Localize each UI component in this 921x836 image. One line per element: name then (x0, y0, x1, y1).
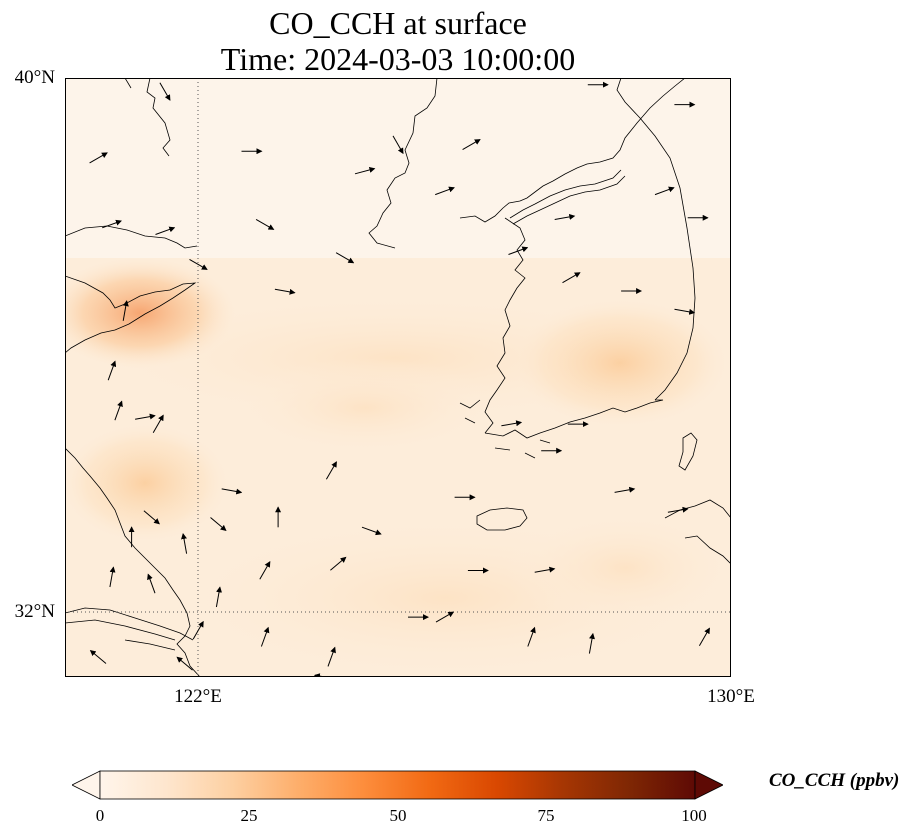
wind-vector-arrow (189, 258, 208, 270)
map-frame (65, 78, 731, 677)
wind-vector-arrow (327, 646, 336, 667)
colorbar-tick-0: 0 (95, 806, 105, 825)
colorbar-extend-max (694, 770, 723, 800)
wind-vector-arrow (534, 566, 556, 573)
colorbar (72, 770, 723, 800)
wind-vector-arrow (215, 586, 222, 608)
wind-vector-arrow (335, 252, 355, 264)
colorbar-tick-75: 75 (537, 806, 555, 825)
wind-vector-arrow (698, 627, 710, 646)
coastline-north-korea (459, 78, 686, 223)
wind-vector-arrow (114, 400, 123, 421)
coastline-korea-west (484, 217, 526, 434)
coastline-jeju (476, 507, 528, 531)
wind-vector-arrow (562, 272, 581, 284)
wind-vector-arrow (462, 139, 481, 151)
wind-vector-arrow (210, 517, 227, 532)
co-hotspot-korea (510, 298, 730, 428)
coastline-dmz-border (509, 169, 626, 225)
wind-vector-arrow (152, 414, 164, 433)
colorbar-label: CO_CCH (ppbv) (769, 770, 900, 791)
lon-label-130e: 130°E (707, 686, 755, 707)
wind-vector-arrow (135, 413, 156, 420)
wind-vector-arrow (392, 135, 404, 155)
co-hotspot-shandong (65, 258, 235, 368)
coastline-bohai-north (65, 225, 198, 249)
wind-vector-arrow (667, 506, 689, 513)
map-title-line1: CO_CCH at surface (269, 5, 527, 41)
wind-vector-arrow (192, 620, 204, 640)
wind-vector-arrow (107, 360, 117, 381)
wind-vector-arrow (102, 219, 122, 229)
wind-vector-arrow (89, 649, 107, 664)
lat-label-40n: 40°N (14, 67, 55, 88)
wind-vector-arrow (554, 213, 576, 220)
colorbar-tick-25: 25 (240, 806, 258, 825)
wind-vector-arrow (435, 186, 455, 196)
colorbar-extend-min (72, 770, 101, 800)
co-hotspot-jiangsu (65, 423, 230, 543)
map-title-line2: Time: 2024-03-03 10:00:00 (220, 41, 576, 77)
wind-vector-arrow (159, 82, 171, 101)
co-hotspot-yellow-sea (225, 358, 505, 458)
lon-label-122e: 122°E (174, 686, 222, 707)
wind-vector-arrow (143, 510, 160, 525)
wind-vector-arrow (155, 226, 176, 235)
wind-vector-arrow (614, 486, 636, 493)
coastline-tsushima (678, 432, 698, 471)
coastline-korea-east (616, 78, 696, 401)
coastline-korea-south (484, 399, 664, 439)
coastline-jiangsu (65, 447, 201, 677)
lat-label-32n: 32°N (14, 601, 55, 622)
wind-vector-arrow (122, 300, 129, 321)
coastlines (65, 78, 731, 677)
coastline-korea-islands (459, 399, 551, 459)
co-hotspot-south (505, 508, 731, 628)
wind-vector-arrow (674, 308, 696, 315)
map-panel (65, 78, 731, 677)
colorbar-tick-100: 100 (681, 806, 707, 825)
wind-vector-arrow (435, 611, 455, 623)
wind-vector-arrow (588, 632, 595, 654)
colorbar-ramp (99, 770, 696, 800)
wind-vector-arrow (89, 152, 108, 164)
wind-vector-arrow (274, 288, 296, 295)
coastline-liaoning (368, 78, 438, 249)
wind-vector-arrow (181, 533, 188, 554)
wind-vector-arrow (325, 461, 337, 480)
colorbar-tick-50: 50 (389, 806, 407, 825)
wind-vector-arrow (527, 626, 536, 647)
wind-vector-arrow (255, 218, 275, 230)
wind-vector-arrow (221, 488, 243, 495)
coastline-yangtze-mouth (65, 607, 194, 651)
wind-vector-arrow (654, 186, 675, 196)
wind-vector-arrow (508, 246, 529, 255)
wind-vector-arrow (259, 561, 271, 580)
coastline-kyushu (664, 499, 731, 565)
coastline-shandong (65, 275, 197, 354)
wind-vector-arrow (361, 526, 382, 536)
wind-vector-arrow (109, 566, 116, 588)
wind-vector-arrow (147, 573, 156, 594)
wind-vector-arrow (330, 556, 347, 571)
wind-vector-arrow (501, 420, 523, 427)
wind-vector-arrow (260, 626, 270, 647)
wind-vector-arrow (176, 656, 193, 671)
wind-vector-arrow (313, 673, 328, 677)
coastline-liaodong (124, 78, 171, 157)
wind-vector-layer (89, 81, 710, 677)
wind-vector-arrow (354, 166, 376, 175)
